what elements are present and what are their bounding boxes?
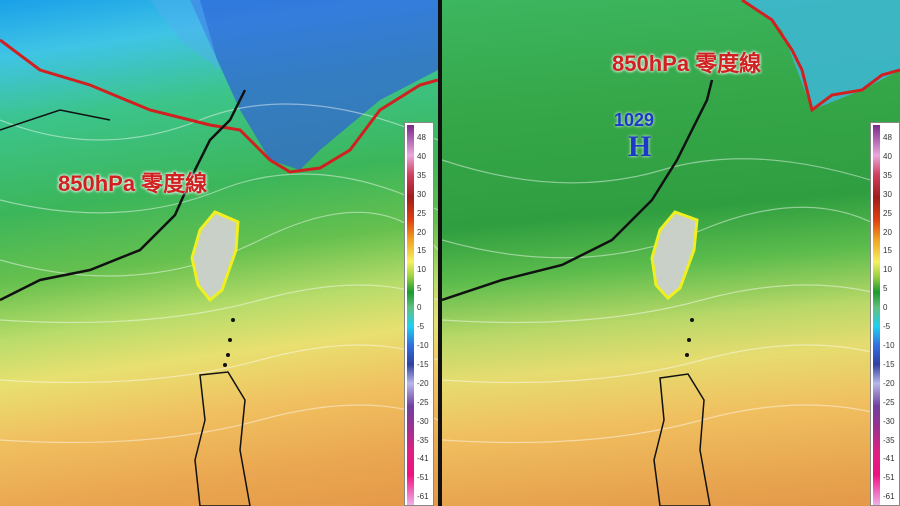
colorbar-ticks: 48 40 35 30 25 20 15 10 5 0 -5 -10 -15 -20 -25 -30 -35 -4… (417, 133, 429, 502)
philippines-outline (653, 373, 711, 506)
isotherms (0, 103, 438, 444)
taiwan-outline (190, 210, 240, 303)
zero-line-label: 850hPa 零度線 (58, 171, 208, 196)
left-map-panel: 850hPa 零度線 48 40 35 30 25 20 15 10 5 0 -5 -10 -15 -20… (0, 0, 438, 506)
zero-degree-line (741, 0, 900, 113)
taiwan-outline (650, 210, 699, 301)
high-pressure-value: 1029 (614, 110, 655, 130)
philippines-outline (194, 371, 251, 506)
map-overlay (442, 0, 900, 506)
colorbar-ticks: 48 40 35 30 25 20 15 10 5 0 -5 -10 -15 -20 -25 -30 -35 -4… (883, 133, 895, 502)
china-coastline (0, 89, 247, 302)
right-map-panel: 850hPa 零度線 1029 H 48 40 35 30 25 20 15 10 5 0 -5 -1… (442, 0, 900, 506)
panel-divider (438, 0, 442, 506)
zero-degree-line (0, 38, 438, 174)
cold-air-region (742, 0, 900, 110)
colorbar-gradient (407, 125, 414, 505)
china-coastline (442, 79, 714, 302)
temperature-colorbar: 48 40 35 30 25 20 15 10 5 0 -5 -10 -15 -20 -25 -30 -35 -4… (404, 122, 434, 506)
isotherms (442, 158, 900, 444)
zero-line-label: 850hPa 零度線 (612, 51, 762, 76)
high-pressure-symbol: H (628, 130, 652, 163)
map-overlay (0, 0, 438, 506)
colorbar-gradient (873, 125, 880, 505)
temperature-colorbar: 48 40 35 30 25 20 15 10 5 0 -5 -10 -15 -20 -25 -30 -35 -4… (870, 122, 900, 506)
cold-air-region (190, 0, 438, 170)
